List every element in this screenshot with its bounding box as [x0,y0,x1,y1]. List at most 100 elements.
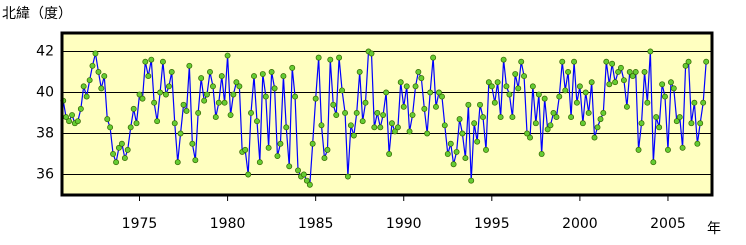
data-point [662,93,668,100]
x-tick-label: 1995 [474,216,510,232]
data-point [529,83,536,90]
data-point [535,91,542,98]
data-point [427,89,434,96]
data-point [192,157,199,164]
data-point [309,140,316,147]
data-point [447,140,454,147]
data-point [300,171,307,178]
data-point [600,110,607,116]
data-point [377,124,384,131]
data-point [218,73,225,80]
data-point [433,103,439,110]
data-point [632,69,639,75]
data-point [468,177,475,184]
data-point [315,54,322,61]
data-point [659,81,666,88]
data-point [283,124,290,131]
data-point [406,128,413,135]
data-point [295,167,301,174]
data-point [641,69,648,75]
data-point [230,91,237,98]
data-point [547,122,554,129]
data-point [430,54,437,61]
data-point [424,130,431,137]
data-point [509,114,516,121]
data-point [171,120,178,127]
data-point [210,83,216,90]
data-point [465,101,472,108]
data-point [656,124,663,131]
data-point [207,69,213,75]
data-point [274,153,281,159]
data-point [110,151,117,157]
data-point [342,110,349,116]
data-point [503,83,510,90]
data-point [306,181,313,188]
data-point [480,114,486,121]
data-point [312,95,319,102]
data-point [647,48,654,55]
data-point [277,140,284,147]
data-point [421,105,428,112]
data-point [532,120,539,127]
data-point [204,91,210,98]
plot-frame [60,31,714,197]
data-point [139,95,146,102]
data-point [436,89,442,96]
x-axis-label: 年 [707,221,721,237]
x-tick-label: 2005 [650,216,686,232]
data-point [444,151,451,157]
data-point [201,97,208,104]
data-point [330,101,337,108]
data-point [491,99,498,106]
data-point [280,73,287,80]
data-point [544,126,551,133]
data-point [474,138,481,145]
data-point [538,151,545,157]
data-point [121,155,128,162]
data-point [594,124,601,131]
data-point [115,144,122,151]
data-point [98,85,105,92]
data-point [380,112,387,118]
data-point [673,118,680,125]
data-point [694,140,701,147]
data-point [186,62,193,69]
data-point [333,112,340,118]
data-point [388,120,395,127]
data-point [221,99,228,106]
data-point [368,50,375,57]
data-point [113,159,120,166]
data-point [521,73,527,80]
data-point [676,114,683,121]
data-point [339,87,346,94]
data-point [259,71,266,77]
data-point [148,56,155,63]
data-point [248,110,254,116]
data-point [66,118,72,125]
data-point [86,77,93,84]
data-point [415,69,422,75]
data-point [77,105,84,112]
data-point [245,171,252,178]
data-point [69,112,75,118]
data-point [383,89,390,96]
data-point [165,83,172,90]
data-point [262,93,269,100]
data-point [347,122,354,129]
data-point [324,146,331,153]
data-point [679,144,686,151]
data-point [242,146,249,153]
data-point [286,163,293,170]
data-point [497,114,504,121]
y-tick-label: 36 [36,166,54,182]
data-point [588,79,595,86]
data-point [344,173,351,180]
data-point [107,124,114,131]
data-point [518,58,525,65]
data-point [236,83,243,90]
data-point [638,120,645,127]
data-point [251,73,257,80]
data-point [685,58,692,65]
